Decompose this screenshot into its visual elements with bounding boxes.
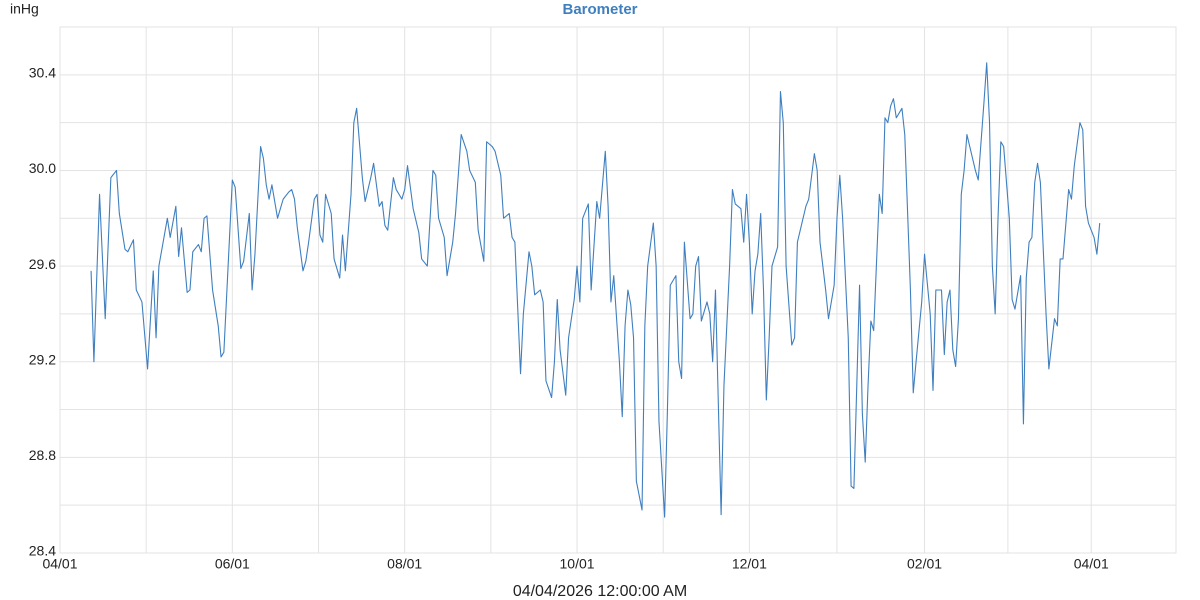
x-axis-title: 04/04/2026 12:00:00 AM — [513, 583, 687, 600]
x-tick-label: 08/01 — [387, 556, 422, 572]
x-tick-label: 04/01 — [42, 556, 77, 572]
data-line — [90, 62, 1101, 518]
x-tick-label: 02/01 — [907, 556, 942, 572]
y-unit: inHg — [10, 1, 39, 17]
y-tick-label: 30.4 — [29, 65, 56, 81]
y-tick-label: 28.8 — [29, 447, 56, 463]
y-tick-label: 29.2 — [29, 351, 56, 367]
x-tick-label: 04/01 — [1074, 556, 1109, 572]
y-tick-label: 29.6 — [29, 256, 56, 272]
y-tick-label: 30.0 — [29, 160, 56, 176]
x-tick-label: 12/01 — [732, 556, 767, 572]
x-tick-label: 10/01 — [560, 556, 595, 572]
x-tick-label: 06/01 — [215, 556, 250, 572]
y-tick-label: 28.4 — [29, 543, 56, 559]
chart-title: Barometer — [562, 1, 637, 18]
